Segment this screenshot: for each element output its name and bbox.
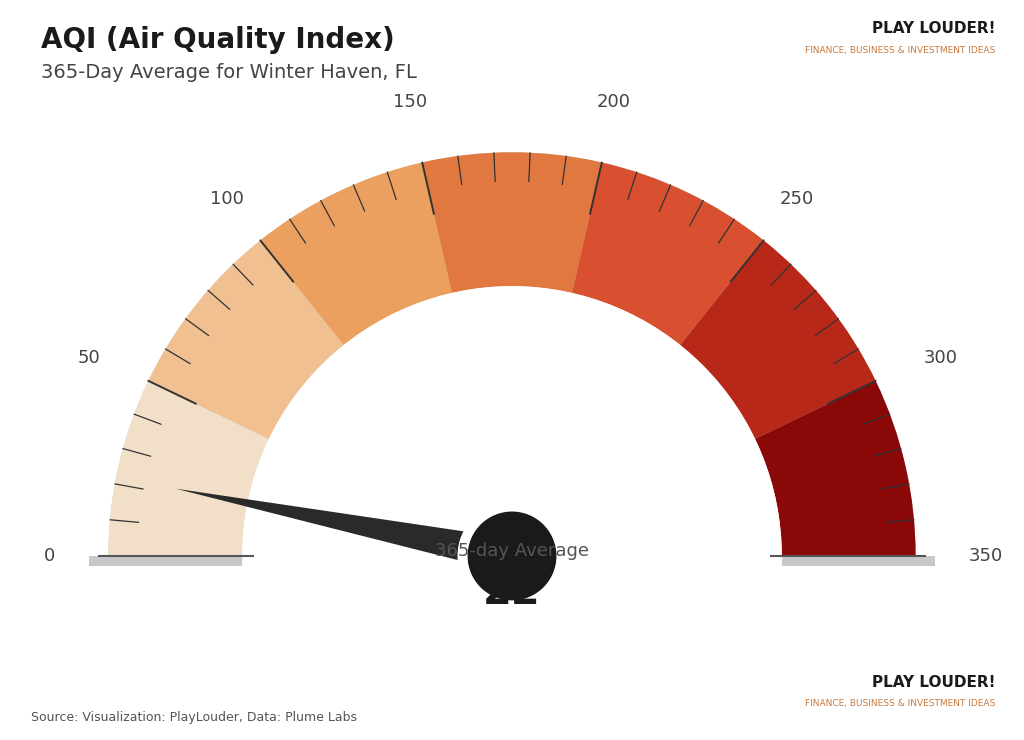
Text: 300: 300	[924, 349, 957, 367]
Text: PLAY LOUDER!: PLAY LOUDER!	[871, 21, 995, 36]
Text: 100: 100	[211, 190, 245, 208]
Text: FINANCE, BUSINESS & INVESTMENT IDEAS: FINANCE, BUSINESS & INVESTMENT IDEAS	[805, 46, 995, 55]
Wedge shape	[571, 163, 764, 346]
Polygon shape	[89, 556, 935, 565]
Text: 50: 50	[78, 349, 100, 367]
Wedge shape	[260, 163, 453, 346]
Wedge shape	[109, 152, 915, 556]
Wedge shape	[109, 381, 269, 556]
Polygon shape	[509, 539, 541, 573]
Circle shape	[468, 512, 556, 599]
Wedge shape	[422, 152, 602, 294]
Text: PLAY LOUDER!: PLAY LOUDER!	[871, 675, 995, 690]
Wedge shape	[680, 240, 876, 440]
Text: 365-Day Average for Winter Haven, FL: 365-Day Average for Winter Haven, FL	[41, 63, 417, 82]
Text: 250: 250	[779, 190, 814, 208]
Text: 350: 350	[969, 547, 1002, 565]
Polygon shape	[175, 488, 515, 573]
Circle shape	[243, 287, 781, 740]
Text: 365-day Average: 365-day Average	[435, 542, 589, 560]
Text: FINANCE, BUSINESS & INVESTMENT IDEAS: FINANCE, BUSINESS & INVESTMENT IDEAS	[805, 699, 995, 708]
Wedge shape	[755, 381, 915, 556]
Wedge shape	[148, 240, 344, 440]
Text: AQI (Air Quality Index): AQI (Air Quality Index)	[41, 26, 394, 54]
Text: Source: Visualization: PlayLouder, Data: Plume Labs: Source: Visualization: PlayLouder, Data:…	[31, 710, 356, 724]
Text: 0: 0	[44, 547, 55, 565]
Circle shape	[458, 502, 566, 610]
Text: 150: 150	[393, 93, 427, 111]
Text: 22: 22	[483, 571, 541, 613]
Text: 200: 200	[597, 93, 631, 111]
Circle shape	[243, 287, 781, 740]
